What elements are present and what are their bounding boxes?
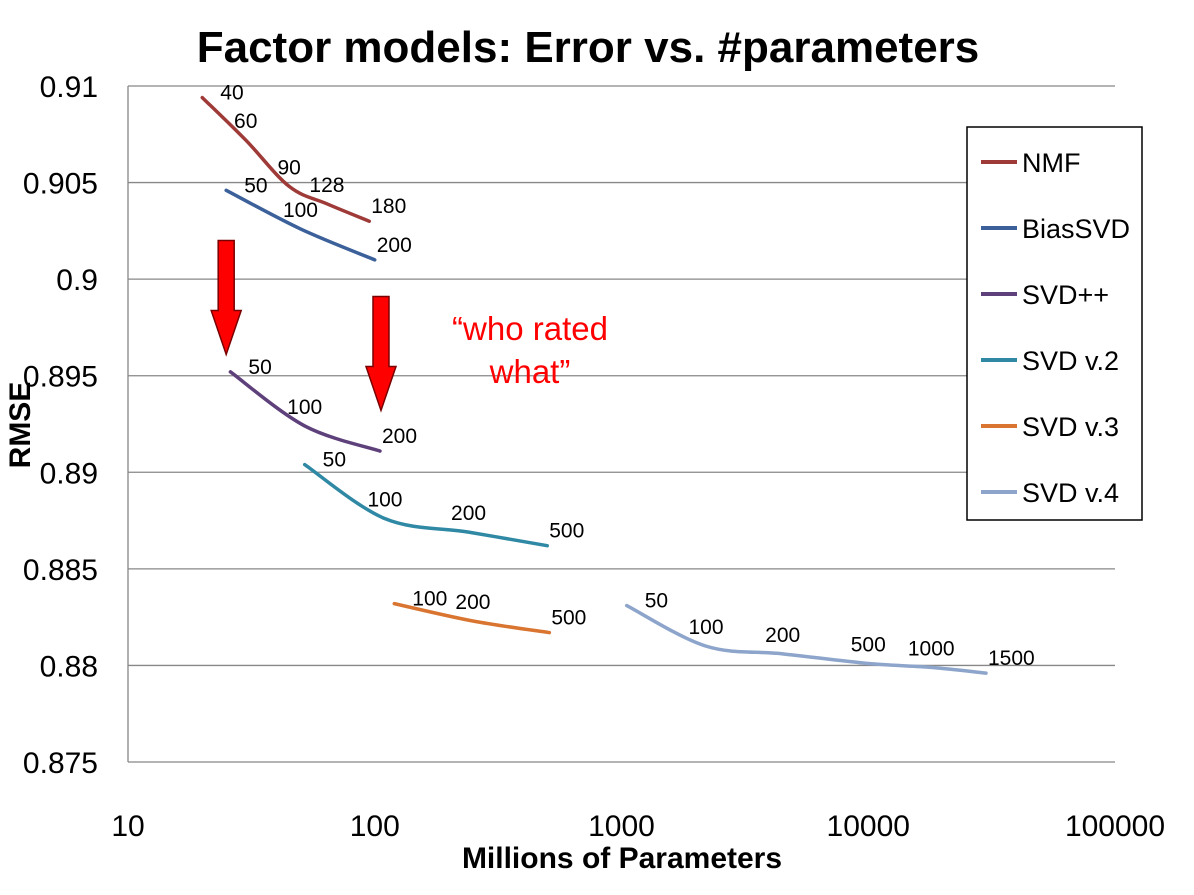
x-tick-label: 10000 (827, 810, 910, 843)
y-axis-label: RMSE (4, 382, 37, 469)
legend-entry: SVD v.2 (1022, 346, 1119, 376)
x-tick-label: 100 (350, 810, 400, 843)
legend-entry: NMF (1022, 148, 1080, 178)
x-tick-labels: 10 100 1000 10000 100000 (111, 810, 1165, 843)
annotation-line: what” (489, 353, 571, 390)
legend-entry: SVD v.3 (1022, 412, 1119, 442)
y-tick-label: 0.875 (23, 747, 98, 780)
x-tick-label: 1000 (588, 810, 655, 843)
grid-lines (127, 85, 1115, 763)
point-label: 500 (549, 520, 584, 543)
point-label: 200 (382, 425, 417, 448)
point-labels: 40 60 90 128 180 50 100 200 50 100 200 50 100 200 500 1… (220, 82, 1034, 671)
point-label: 100 (283, 199, 318, 222)
annotation-line: “who rated (452, 310, 608, 347)
annotation: “who rated what” (452, 310, 608, 390)
series-line-svd-v-4 (624, 603, 988, 675)
point-label: 1000 (908, 637, 955, 660)
y-tick-label: 0.91 (40, 71, 98, 104)
point-label: 60 (234, 110, 257, 133)
red-arrow (364, 295, 398, 413)
x-axis-label: Millions of Parameters (462, 842, 782, 875)
y-tick-label: 0.905 (23, 168, 98, 201)
series-line-svd-v-2 (302, 462, 549, 548)
point-label: 50 (244, 174, 267, 197)
arrows (210, 239, 398, 413)
point-label: 200 (451, 502, 486, 525)
point-label: 128 (309, 174, 344, 197)
series-line-biassvd (224, 188, 377, 262)
x-tick-label: 100000 (1065, 810, 1165, 843)
x-tick-label: 10 (111, 810, 144, 843)
point-label: 500 (851, 633, 886, 656)
chart-title: Factor models: Error vs. #parameters (197, 23, 980, 72)
point-label: 50 (323, 449, 346, 472)
y-tick-label: 0.89 (40, 457, 98, 490)
point-label: 50 (645, 590, 668, 613)
point-label: 200 (377, 234, 412, 257)
point-label: 100 (412, 588, 447, 611)
y-tick-labels: 0.875 0.88 0.885 0.89 0.895 0.9 0.905 0.91 (23, 71, 98, 780)
point-label: 100 (287, 396, 322, 419)
point-label: 200 (765, 624, 800, 647)
y-tick-label: 0.895 (23, 361, 98, 394)
series-line-nmf (200, 95, 372, 223)
point-label: 200 (455, 591, 490, 614)
y-tick-label: 0.885 (23, 554, 98, 587)
point-label: 50 (248, 356, 271, 379)
point-label: 100 (688, 616, 723, 639)
legend-entry: BiasSVD (1022, 214, 1130, 244)
series-line-svd-v-3 (392, 601, 552, 635)
legend: NMF BiasSVD SVD++ SVD v.2 SVD v.3 SVD v.4 (966, 126, 1143, 521)
point-label: 40 (220, 82, 243, 105)
point-label: 180 (371, 195, 406, 218)
point-label: 1500 (988, 647, 1035, 670)
series-lines (200, 95, 988, 675)
legend-box (966, 126, 1143, 521)
y-tick-label: 0.9 (56, 264, 98, 297)
point-label: 100 (367, 489, 402, 512)
red-arrow (210, 239, 243, 357)
series-line-svd- (228, 370, 382, 453)
legend-entry: SVD++ (1022, 280, 1109, 310)
point-label: 90 (278, 156, 301, 179)
point-label: 500 (551, 607, 586, 630)
legend-entry: SVD v.4 (1022, 478, 1119, 508)
y-tick-label: 0.88 (40, 650, 98, 683)
